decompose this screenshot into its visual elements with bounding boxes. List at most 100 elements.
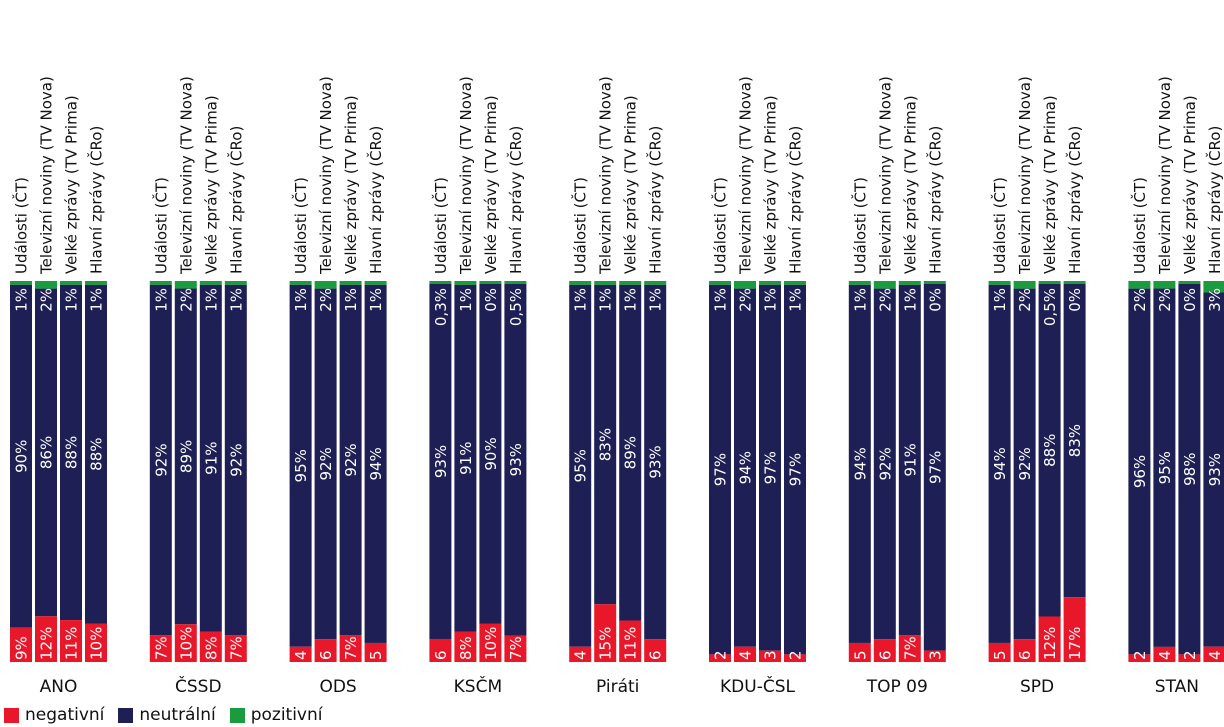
bar-negativni (85, 623, 107, 662)
data-label-neutralni: 90% (482, 437, 500, 470)
legend-label-neutralni: neutrální (139, 705, 216, 725)
bar-neutralni (1153, 288, 1176, 647)
bar-header-label: Hlavní zprávy (ČRo) (506, 126, 525, 274)
bar-negativni (454, 631, 477, 662)
data-label-pozitivni: 1% (457, 288, 475, 312)
data-label-pozitivni: 1% (647, 288, 665, 312)
data-label-pozitivni: 1% (227, 288, 245, 312)
data-label-neutralni: 89% (622, 436, 640, 469)
data-label-neutralni: 98% (1181, 453, 1199, 486)
bar-neutralni (1178, 284, 1201, 655)
bar-negativni (149, 635, 172, 662)
legend-swatch-pozitivni (229, 707, 245, 723)
bar-neutralni (60, 284, 82, 621)
bar-header-label: Televizní noviny (TV Nova) (457, 76, 475, 275)
bar-negativni (174, 624, 197, 662)
data-label-negativni: 9% (13, 636, 31, 660)
bar-neutralni (364, 284, 387, 643)
bar-pozitivni (923, 281, 946, 284)
bar-header-label: Události (ČT) (990, 177, 1009, 274)
data-label-negativni: 2 (1131, 650, 1149, 660)
data-label-neutralni: 93% (432, 445, 450, 478)
bar-pozitivni (199, 281, 222, 285)
bar-header-label: Hlavní zprávy (ČRo) (87, 126, 106, 274)
bar-header-label: Televizní noviny (TV Nova) (177, 76, 195, 275)
data-label-pozitivni: 2% (1156, 288, 1174, 312)
data-label-neutralni: 97% (712, 453, 730, 486)
bar-negativni (988, 642, 1011, 662)
data-label-neutralni: 95% (572, 449, 590, 482)
data-label-pozitivni: 2% (177, 288, 195, 312)
bar-neutralni (784, 284, 806, 655)
bar-header-label: Události (ČT) (711, 177, 730, 274)
data-label-pozitivni: 2% (317, 288, 335, 312)
bar-negativni (60, 620, 82, 662)
bar-neutralni (10, 284, 32, 628)
data-label-neutralni: 94% (991, 447, 1009, 480)
bar-neutralni (1038, 284, 1061, 617)
category-label: STAN (1155, 677, 1199, 697)
bar-neutralni (594, 284, 617, 605)
data-label-negativni: 10% (177, 627, 195, 660)
data-label-neutralni: 92% (876, 447, 894, 480)
bar-negativni (873, 639, 896, 662)
bar-pozitivni (60, 281, 82, 285)
bar-pozitivni (784, 281, 806, 285)
bar-pozitivni (619, 281, 642, 285)
bar-pozitivni (1038, 281, 1061, 284)
bar-pozitivni (988, 281, 1011, 285)
bar-pozitivni (224, 281, 247, 285)
category-label: ANO (40, 677, 78, 697)
bar-pozitivni (873, 281, 896, 289)
legend-swatch-neutralni (118, 707, 134, 723)
bar-negativni (224, 635, 247, 662)
bar-negativni (1013, 639, 1036, 662)
bar-pozitivni (85, 281, 107, 285)
data-label-negativni: 11% (63, 627, 81, 660)
bar-pozitivni (364, 281, 387, 285)
legend-swatch-negativni (4, 707, 19, 723)
data-label-negativni: 6 (432, 650, 450, 660)
data-label-pozitivni: 2% (737, 288, 755, 312)
data-label-neutralni: 86% (38, 436, 56, 469)
bar-negativni (35, 616, 57, 662)
bar-neutralni (504, 284, 527, 636)
data-label-neutralni: 83% (1066, 424, 1084, 457)
bar-pozitivni (504, 281, 527, 284)
bar-header-label: Velké zprávy (TV Prima) (482, 95, 500, 274)
data-label-pozitivni: 1% (851, 288, 869, 312)
data-label-neutralni: 90% (13, 440, 31, 473)
data-label-negativni: 4 (292, 650, 310, 660)
bar-pozitivni (454, 281, 477, 285)
data-label-pozitivni: 0% (1181, 288, 1199, 312)
bar-pozitivni (1063, 281, 1086, 284)
data-label-neutralni: 88% (88, 438, 106, 471)
data-label-pozitivni: 1% (367, 288, 385, 312)
bar-header-label: Televizní noviny (TV Nova) (317, 76, 335, 275)
bar-pozitivni (644, 281, 667, 285)
bar-header-label: Hlavní zprávy (ČRo) (1205, 126, 1224, 274)
data-label-negativni: 6 (317, 650, 335, 660)
bar-neutralni (35, 288, 57, 617)
data-label-pozitivni: 0% (1066, 288, 1084, 312)
data-label-neutralni: 95% (292, 449, 310, 482)
bar-neutralni (1013, 288, 1036, 640)
category-label: KSČM (454, 675, 502, 697)
category-label: ČSSD (175, 675, 222, 697)
bar-neutralni (644, 284, 667, 640)
bar-negativni (289, 646, 312, 662)
bar-pozitivni (149, 281, 172, 285)
bar-header-label: Události (ČT) (291, 177, 310, 274)
bar-neutralni (923, 284, 946, 651)
data-label-pozitivni: 3% (1206, 288, 1224, 312)
bar-header-label: Hlavní zprávy (ČRo) (646, 126, 665, 274)
bar-neutralni (848, 284, 871, 643)
data-label-pozitivni: 1% (342, 288, 360, 312)
bar-header-label: Události (ČT) (850, 177, 869, 274)
data-label-pozitivni: 1% (88, 288, 106, 312)
data-label-negativni: 5 (367, 650, 385, 660)
data-label-negativni: 8% (202, 636, 220, 660)
data-label-negativni: 7% (342, 636, 360, 660)
bar-negativni (1063, 597, 1086, 662)
data-label-negativni: 7% (901, 636, 919, 660)
